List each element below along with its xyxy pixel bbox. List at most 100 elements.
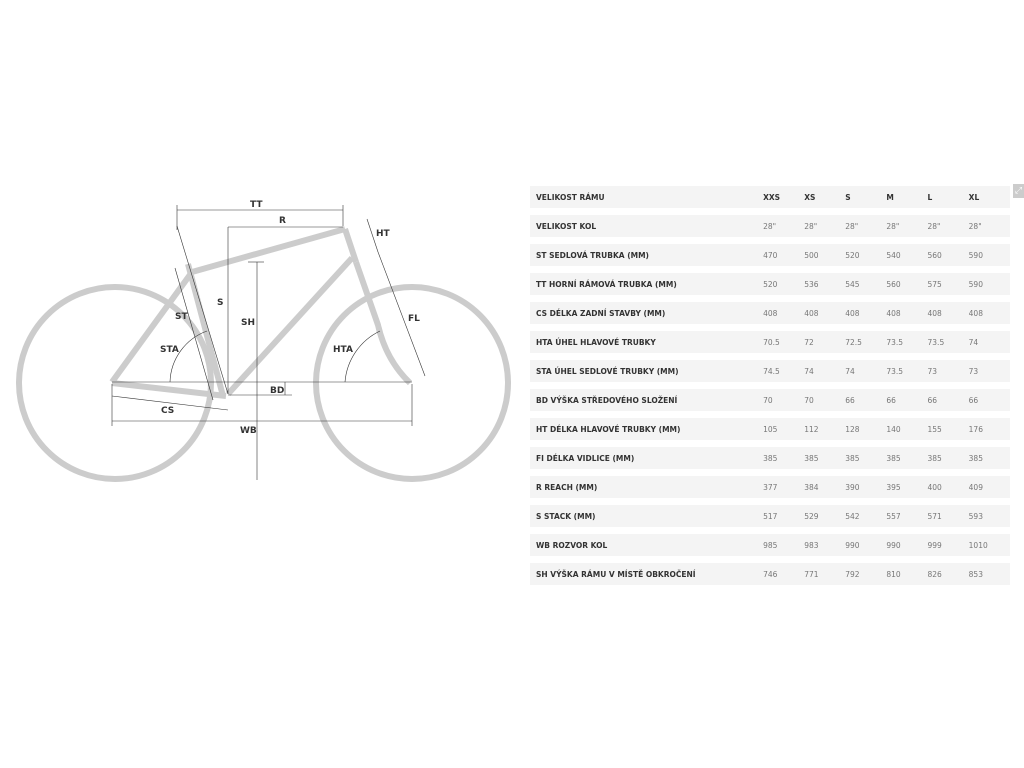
table-header-row: VELIKOST RÁMU XXS XS S M L XL xyxy=(530,186,1010,208)
row-label: R REACH (MM) xyxy=(530,476,764,498)
table-row: WB ROZVOR KOL 985 983 990 990 999 1010 xyxy=(530,534,1010,556)
row-value: 826 xyxy=(927,563,969,585)
row-value: 990 xyxy=(886,534,928,556)
row-value: 70 xyxy=(804,389,846,411)
row-value: 990 xyxy=(845,534,887,556)
geometry-table: VELIKOST RÁMU XXS XS S M L XL VELIKOST KOL 28" 28… xyxy=(530,179,1010,592)
row-value: 400 xyxy=(927,476,969,498)
row-value: 74 xyxy=(845,360,887,382)
row-value: 74 xyxy=(968,331,1010,353)
row-value: 74.5 xyxy=(763,360,805,382)
row-value: 593 xyxy=(968,505,1010,527)
row-value: 28" xyxy=(886,215,928,237)
row-value: 73.5 xyxy=(886,331,928,353)
row-value: 28" xyxy=(804,215,846,237)
table-row: S STACK (MM) 517 529 542 557 571 593 xyxy=(530,505,1010,527)
table-row: CS DÉLKA ZADNÍ STAVBY (MM) 408 408 408 408 40… xyxy=(530,302,1010,324)
row-value: 385 xyxy=(804,447,846,469)
label-r: R xyxy=(279,216,286,226)
row-value: 385 xyxy=(886,447,928,469)
row-value: 408 xyxy=(886,302,928,324)
row-value: 384 xyxy=(804,476,846,498)
head-tube xyxy=(342,228,359,263)
row-value: 155 xyxy=(927,418,969,440)
row-value: 560 xyxy=(886,273,928,295)
expand-icon[interactable]: ⤢ xyxy=(1013,184,1024,198)
rear-wheel xyxy=(16,284,214,482)
row-value: 128 xyxy=(845,418,887,440)
row-label: SH VÝŠKA RÁMU V MÍSTĚ OBKROČENÍ xyxy=(530,563,764,585)
table-row: HTA ÚHEL HLAVOVÉ TRUBKY 70.5 72 72.5 73.5 73.… xyxy=(530,331,1010,353)
row-value: 176 xyxy=(968,418,1010,440)
row-value: 542 xyxy=(845,505,887,527)
row-value: 575 xyxy=(927,273,969,295)
row-value: 520 xyxy=(763,273,805,295)
row-value: 395 xyxy=(886,476,928,498)
top-tube xyxy=(191,226,346,275)
row-value: 74 xyxy=(804,360,846,382)
row-value: 1010 xyxy=(968,534,1010,556)
bike-geometry-diagram: TT R HT ST S SH STA HTA FL BD CS WB xyxy=(16,200,511,482)
down-tube xyxy=(225,255,355,397)
row-value: 72 xyxy=(804,331,846,353)
row-label: STA ÚHEL SEDLOVÉ TRUBKY (MM) xyxy=(530,360,764,382)
header-size: M xyxy=(886,186,928,208)
table-row: BD VÝŠKA STŘEDOVÉHO SLOŽENÍ 70 70 66 66 66 66 xyxy=(530,389,1010,411)
row-value: 140 xyxy=(886,418,928,440)
table-row: R REACH (MM) 377 384 390 395 400 409 xyxy=(530,476,1010,498)
table-row: FI DÉLKA VIDLICE (MM) 385 385 385 385 385 385 xyxy=(530,447,1010,469)
row-value: 520 xyxy=(845,244,887,266)
row-value: 792 xyxy=(845,563,887,585)
row-value: 385 xyxy=(845,447,887,469)
row-value: 517 xyxy=(763,505,805,527)
row-value: 112 xyxy=(804,418,846,440)
row-value: 999 xyxy=(927,534,969,556)
row-value: 408 xyxy=(845,302,887,324)
label-sta: STA xyxy=(160,345,179,355)
table-row: VELIKOST KOL 28" 28" 28" 28" 28" 28" xyxy=(530,215,1010,237)
label-sh: SH xyxy=(241,318,255,328)
row-value: 853 xyxy=(968,563,1010,585)
table-row: STA ÚHEL SEDLOVÉ TRUBKY (MM) 74.5 74 74 73.5… xyxy=(530,360,1010,382)
row-label: ST SEDLOVÁ TRUBKA (MM) xyxy=(530,244,764,266)
label-bd: BD xyxy=(270,386,284,396)
row-value: 590 xyxy=(968,273,1010,295)
row-value: 557 xyxy=(886,505,928,527)
row-value: 66 xyxy=(927,389,969,411)
label-fl: FL xyxy=(408,314,420,324)
label-st: ST xyxy=(175,312,188,322)
row-value: 105 xyxy=(763,418,805,440)
label-s: S xyxy=(217,298,223,308)
row-value: 771 xyxy=(804,563,846,585)
row-value: 70 xyxy=(763,389,805,411)
row-value: 28" xyxy=(927,215,969,237)
row-value: 408 xyxy=(804,302,846,324)
header-size: L xyxy=(927,186,969,208)
header-size: XS xyxy=(804,186,846,208)
row-value: 28" xyxy=(968,215,1010,237)
header-size: XL xyxy=(968,186,1010,208)
row-value: 408 xyxy=(927,302,969,324)
row-value: 73 xyxy=(968,360,1010,382)
row-value: 385 xyxy=(968,447,1010,469)
row-label: VELIKOST KOL xyxy=(530,215,764,237)
row-label: HT DÉLKA HLAVOVÉ TRUBKY (MM) xyxy=(530,418,764,440)
row-value: 73.5 xyxy=(886,360,928,382)
label-tt: TT xyxy=(250,200,263,210)
row-label: HTA ÚHEL HLAVOVÉ TRUBKY xyxy=(530,331,764,353)
row-label: FI DÉLKA VIDLICE (MM) xyxy=(530,447,764,469)
row-value: 385 xyxy=(763,447,805,469)
seat-tube xyxy=(185,263,226,397)
row-value: 66 xyxy=(886,389,928,411)
chain-stay xyxy=(111,380,227,399)
label-wb: WB xyxy=(240,426,257,436)
header-size: S xyxy=(845,186,887,208)
front-wheel xyxy=(313,284,511,482)
table-row: SH VÝŠKA RÁMU V MÍSTĚ OBKROČENÍ 746 771 792… xyxy=(530,563,1010,585)
row-value: 73 xyxy=(927,360,969,382)
row-value: 500 xyxy=(804,244,846,266)
row-value: 385 xyxy=(927,447,969,469)
row-label: TT HORNÍ RÁMOVÁ TRUBKA (MM) xyxy=(530,273,764,295)
row-value: 545 xyxy=(845,273,887,295)
row-value: 470 xyxy=(763,244,805,266)
